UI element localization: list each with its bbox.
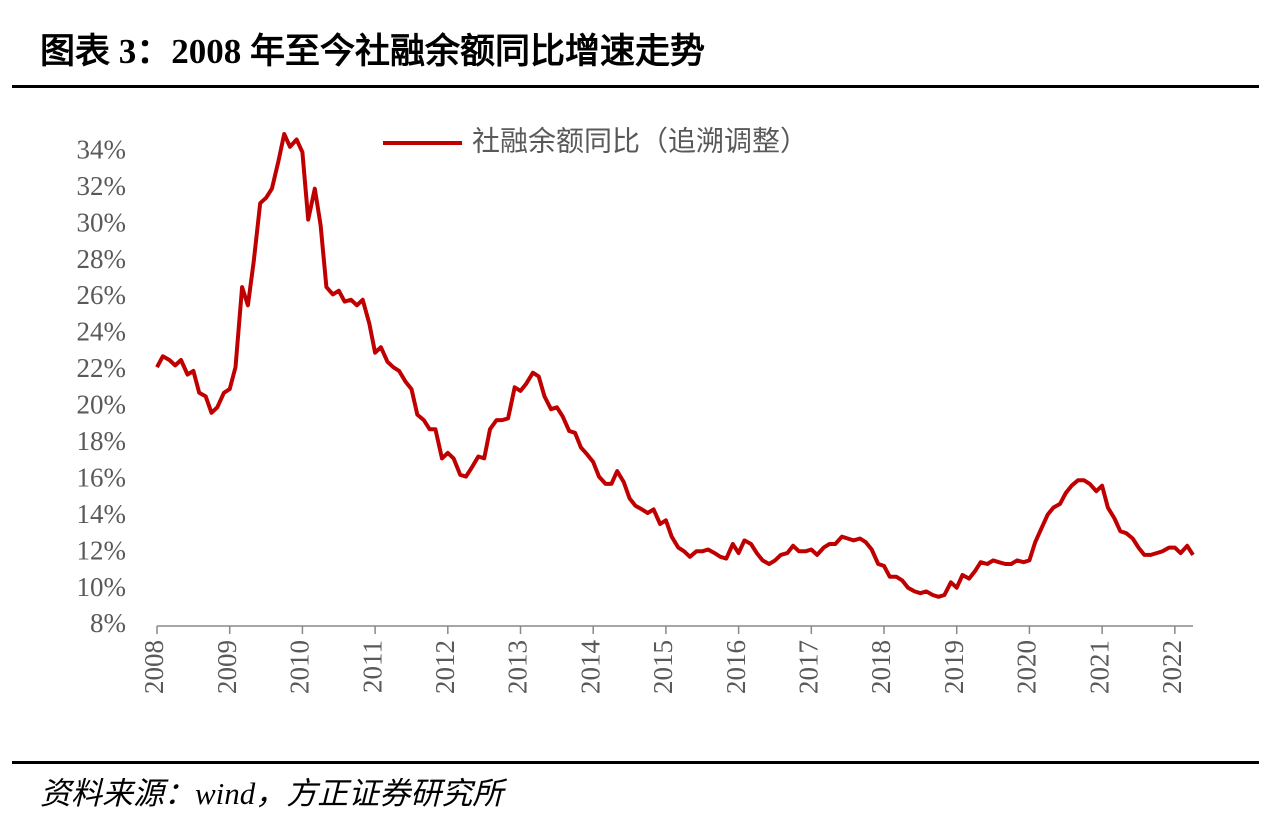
chart-title: 图表 3：2008 年至今社融余额同比增速走势 [40,31,705,71]
x-tick-label: 2018 [866,640,896,694]
footer-rule [12,761,1259,764]
legend-label: 社融余额同比（追溯调整） [472,125,808,157]
source-note: 资料来源：wind，方正证券研究所 [40,776,508,811]
x-tick-label: 2015 [648,640,678,694]
y-tick-label: 12% [77,535,127,565]
y-tick-label: 14% [77,499,127,529]
x-tick-label: 2021 [1084,640,1114,694]
x-tick-label: 2012 [430,640,460,694]
y-tick-label: 28% [77,244,127,274]
x-tick-label: 2009 [212,640,242,694]
x-tick-label: 2014 [575,640,605,695]
x-tick-label: 2008 [139,640,169,694]
y-tick-label: 34% [77,134,127,164]
y-tick-label: 26% [77,280,127,310]
x-tick-label: 2016 [721,640,751,694]
x-tick-label: 2022 [1157,640,1187,694]
y-tick-label: 32% [77,171,127,201]
x-tick-label: 2013 [503,640,533,694]
title-rule [12,85,1259,88]
x-tick-label: 2010 [285,640,315,694]
x-tick-label: 2011 [357,640,387,693]
y-tick-label: 20% [77,390,127,420]
y-tick-label: 30% [77,207,127,237]
x-tick-label: 2020 [1012,640,1042,694]
y-tick-label: 10% [77,572,127,602]
y-tick-label: 22% [77,353,127,383]
x-tick-label: 2017 [794,640,824,694]
x-tick-label: 2019 [939,640,969,694]
series-line [155,132,1195,599]
y-tick-label: 16% [77,462,127,492]
y-tick-label: 24% [77,317,127,347]
y-tick-label: 18% [77,426,127,456]
y-tick-label: 8% [90,608,126,638]
